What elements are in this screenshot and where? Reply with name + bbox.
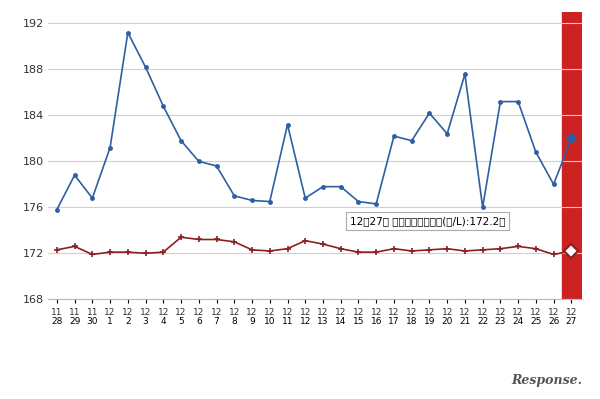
Text: 12: 12 (442, 308, 453, 318)
Text: 12: 12 (371, 308, 382, 318)
Text: 11: 11 (69, 308, 80, 318)
Text: 12: 12 (211, 308, 222, 318)
Text: 12: 12 (477, 308, 488, 318)
Text: 12: 12 (158, 308, 169, 318)
Text: 12: 12 (247, 308, 258, 318)
Text: 12: 12 (548, 308, 559, 318)
Text: 12: 12 (335, 308, 346, 318)
Text: 12: 12 (264, 308, 275, 318)
Text: 12: 12 (530, 308, 542, 318)
Text: 12: 12 (122, 308, 134, 318)
Text: 12: 12 (299, 308, 311, 318)
Text: 12: 12 (353, 308, 364, 318)
Text: 12: 12 (424, 308, 435, 318)
Legend: ハイオク着板価格(円/L), ハイオク実売価格(円/L): ハイオク着板価格(円/L), ハイオク実売価格(円/L) (151, 395, 394, 399)
Text: 12: 12 (406, 308, 418, 318)
Text: 12: 12 (317, 308, 329, 318)
Text: 12: 12 (566, 308, 577, 318)
Text: 12月27日 ハイオク実売価格(円/L):172.2円: 12月27日 ハイオク実売価格(円/L):172.2円 (350, 216, 505, 226)
Text: 12: 12 (140, 308, 151, 318)
Text: 12: 12 (229, 308, 240, 318)
Text: 11: 11 (86, 308, 98, 318)
Text: 11: 11 (51, 308, 62, 318)
Text: 12: 12 (193, 308, 205, 318)
Text: 12: 12 (175, 308, 187, 318)
Text: 12: 12 (512, 308, 524, 318)
Text: Response.: Response. (511, 374, 582, 387)
Bar (562, 12, 582, 299)
Text: 12: 12 (459, 308, 470, 318)
Text: 12: 12 (282, 308, 293, 318)
Text: 12: 12 (388, 308, 400, 318)
Text: 12: 12 (495, 308, 506, 318)
Text: 12: 12 (104, 308, 116, 318)
